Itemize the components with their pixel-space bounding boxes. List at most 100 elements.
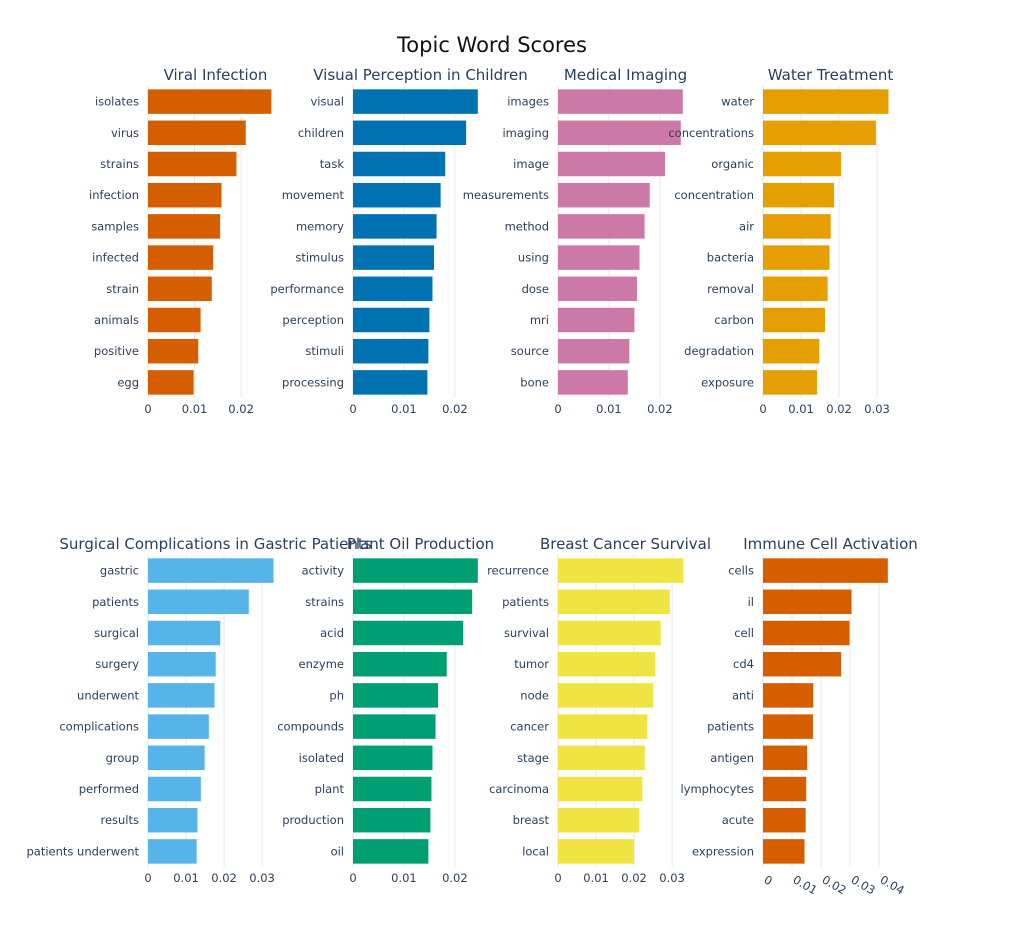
category-label: bacteria	[707, 251, 754, 265]
bar-isolated	[353, 745, 433, 771]
x-tick-label: 0	[349, 871, 356, 885]
category-label: mri	[530, 313, 549, 327]
subplot-title: Plant Oil Production	[347, 535, 494, 553]
category-label: antigen	[710, 751, 754, 765]
category-label: patients	[502, 595, 549, 609]
category-label: compounds	[277, 720, 344, 734]
category-label: children	[298, 126, 344, 140]
bar-activity	[353, 558, 478, 583]
bar-cd4	[763, 651, 842, 677]
bar-gastric	[148, 558, 274, 583]
x-tick-label: 0.02	[442, 402, 468, 416]
bar-carcinoma	[558, 776, 643, 802]
category-label: stimuli	[305, 344, 344, 358]
category-label: gastric	[100, 564, 139, 578]
bar-complications	[148, 714, 209, 739]
bar-virus	[148, 120, 246, 146]
bar-water	[763, 89, 889, 114]
x-tick-label: 0.01	[788, 402, 814, 416]
subplot-title: Viral Infection	[164, 66, 268, 84]
bar-stimulus	[353, 245, 434, 270]
bar-exposure	[763, 370, 817, 395]
subplot-title: Surgical Complications in Gastric Patien…	[59, 535, 371, 553]
category-label: animals	[94, 313, 139, 327]
category-label: image	[513, 157, 549, 171]
bar-using	[558, 245, 640, 270]
category-label: bone	[520, 375, 549, 389]
bar-breast	[558, 807, 639, 833]
category-label: anti	[732, 688, 754, 702]
category-label: organic	[711, 157, 754, 171]
subplot-6: Plant Oil Production 0 0.01 0.02 activity str…	[277, 535, 494, 885]
category-label: positive	[94, 344, 139, 358]
bar-performed	[148, 776, 201, 802]
category-label: stage	[517, 751, 549, 765]
category-label: exposure	[701, 375, 754, 389]
bar-task	[353, 151, 446, 177]
bar-animals	[148, 307, 201, 333]
category-label: tumor	[514, 657, 549, 671]
x-tick-label: 0.02	[820, 872, 849, 897]
bar-removal	[763, 276, 828, 302]
category-label: enzyme	[299, 657, 344, 671]
category-label: breast	[513, 813, 550, 827]
category-label: surgery	[95, 657, 139, 671]
chart-title: Topic Word Scores	[396, 33, 587, 57]
category-label: dose	[522, 282, 549, 296]
x-tick-label: 0	[759, 402, 766, 416]
bar-bacteria	[763, 245, 830, 270]
bar-cell	[763, 620, 850, 646]
category-label: surgical	[94, 626, 139, 640]
category-label: samples	[91, 219, 139, 233]
subplot-4: Water Treatment 0 0.01 0.02 0.03 water concent…	[668, 66, 893, 416]
subplot-8: Immune Cell Activation 0 0.01 0.02 0.03 0.04 c…	[680, 535, 917, 897]
category-label: carbon	[714, 313, 754, 327]
bar-stage	[558, 745, 645, 771]
subplot-title: Medical Imaging	[564, 66, 687, 84]
bar-compounds	[353, 714, 436, 739]
bar-patients-underwent	[148, 839, 197, 864]
category-label: plant	[315, 782, 345, 796]
category-label: local	[522, 844, 549, 858]
category-label: isolated	[299, 751, 344, 765]
bar-organic	[763, 151, 841, 177]
x-tick-label: 0.01	[391, 402, 417, 416]
category-label: node	[520, 688, 549, 702]
subplot-title: Breast Cancer Survival	[540, 535, 711, 553]
bar-perception	[353, 307, 430, 333]
category-label: cells	[728, 564, 754, 578]
x-tick-label: 0	[762, 872, 775, 888]
bar-local	[558, 839, 635, 864]
x-tick-label: 0.02	[228, 402, 254, 416]
bar-source	[558, 338, 630, 364]
bar-samples	[148, 214, 221, 239]
bar-strains	[148, 151, 237, 177]
bar-air	[763, 214, 831, 239]
category-label: virus	[111, 126, 139, 140]
bar-group	[148, 745, 205, 771]
category-label: method	[505, 219, 549, 233]
bar-images	[558, 89, 683, 114]
bar-mri	[558, 307, 635, 333]
x-tick-label: 0.03	[249, 871, 275, 885]
category-label: egg	[117, 375, 139, 389]
bar-patients	[148, 589, 249, 615]
category-label: activity	[302, 564, 345, 578]
bar-memory	[353, 214, 437, 239]
x-tick-label: 0.02	[621, 871, 647, 885]
bar-patients	[558, 589, 670, 615]
category-label: underwent	[77, 688, 139, 702]
category-label: water	[721, 95, 754, 109]
x-tick-label: 0.04	[878, 872, 907, 897]
bar-image	[558, 151, 665, 177]
bar-strains	[353, 589, 473, 615]
category-label: recurrence	[487, 564, 549, 578]
category-label: il	[748, 595, 754, 609]
category-label: strains	[305, 595, 344, 609]
subplot-7: Breast Cancer Survival 0 0.01 0.02 0.03 recur…	[487, 535, 711, 885]
x-tick-label: 0.02	[826, 402, 852, 416]
bar-anti	[763, 683, 814, 708]
category-label: group	[106, 751, 139, 765]
bar-il	[763, 589, 852, 615]
subplot-3: Medical Imaging 0 0.01 0.02 images imaging ima…	[463, 66, 687, 416]
